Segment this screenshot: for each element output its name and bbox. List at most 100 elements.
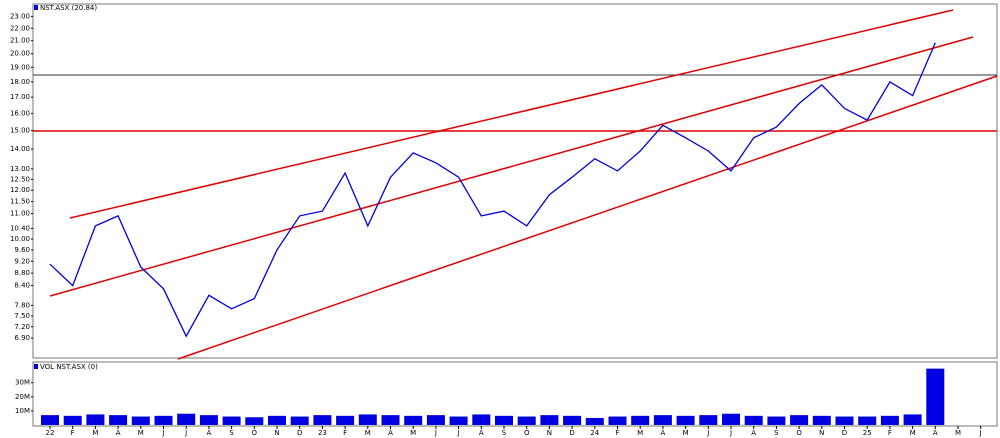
x-tick-label: A (661, 429, 666, 437)
x-tick-label: N (819, 429, 824, 437)
volume-bar (449, 416, 468, 425)
x-tick-label: 25 (863, 429, 872, 437)
x-tick-label: M (365, 429, 371, 437)
y-tick-label: 9.20 (14, 257, 30, 265)
x-tick-label: O (252, 429, 258, 437)
volume-bar (563, 415, 582, 425)
volume-bar (631, 415, 650, 425)
volume-bar (358, 414, 377, 425)
x-tick-label: 22 (46, 429, 55, 437)
y-tick-label: 11.00 (10, 210, 30, 218)
x-tick-label: S (774, 429, 779, 437)
volume-bar (585, 417, 604, 425)
y-tick-label: 10M (15, 407, 30, 415)
volume-bar (336, 415, 355, 425)
volume-bar (199, 415, 218, 425)
x-tick-label: A (116, 429, 121, 437)
volume-bar (744, 415, 763, 425)
x-tick-label: F (615, 429, 619, 437)
volume-bar (812, 415, 831, 425)
y-tick-label: 19.00 (10, 63, 30, 71)
x-tick-label: D (842, 429, 847, 437)
y-tick-label: 6.90 (14, 334, 30, 342)
volume-bar (268, 415, 286, 425)
y-tick-label: 12.00 (10, 186, 30, 194)
x-tick-label: A (207, 429, 212, 437)
x-tick-label: A (751, 429, 756, 437)
x-tick-label: M (138, 429, 144, 437)
x-tick-label: N (547, 429, 552, 437)
x-tick-label: J (706, 429, 709, 437)
volume-panel (32, 361, 998, 427)
volume-bar (222, 416, 241, 425)
volume-bar (313, 415, 332, 425)
x-tick-label: N (274, 429, 279, 437)
x-tick-label: S (229, 429, 234, 437)
legend-swatch (34, 5, 38, 10)
chart-title: NST.ASX (20.84) (40, 4, 97, 12)
y-tick-label: 11.50 (10, 198, 30, 206)
volume-bar (880, 415, 899, 425)
volume-bar (858, 416, 877, 425)
y-tick-label: 15.00 (10, 127, 30, 135)
legend-swatch (34, 364, 38, 369)
x-tick-label: M (92, 429, 98, 437)
x-tick-label: A (933, 429, 938, 437)
x-tick-label: J (161, 429, 164, 437)
x-tick-label: D (297, 429, 302, 437)
y-tick-label: 7.20 (14, 323, 30, 331)
y-tick-label: 7.80 (14, 301, 30, 309)
x-tick-label: O (524, 429, 530, 437)
volume-bar (290, 416, 309, 425)
volume-bar (676, 415, 695, 425)
volume-bar (903, 414, 922, 425)
x-tick-label: D (569, 429, 574, 437)
trend-line (177, 75, 998, 360)
y-tick-label: 20M (15, 393, 30, 401)
x-tick-label: J (979, 429, 982, 437)
volume-bar (404, 415, 423, 425)
y-tick-label: 18.00 (10, 78, 30, 86)
volume-bar (767, 416, 786, 425)
volume-bar (790, 415, 809, 425)
y-tick-label: 20.00 (10, 50, 30, 58)
x-tick-label: M (410, 429, 416, 437)
x-tick-label: J (457, 429, 460, 437)
volume-bar (381, 415, 400, 425)
x-tick-label: A (479, 429, 484, 437)
y-tick-label: 17.00 (10, 93, 30, 101)
volume-bar (653, 415, 672, 425)
x-tick-label: 23 (318, 429, 327, 437)
y-tick-label: 30M (15, 379, 30, 387)
y-tick-label: 9.60 (14, 246, 30, 254)
x-tick-label: M (955, 429, 961, 437)
volume-bar (177, 413, 196, 425)
price-panel (32, 3, 998, 359)
y-tick-label: 16.00 (10, 109, 30, 117)
y-tick-label: 13.00 (10, 165, 30, 173)
trend-line (49, 36, 974, 297)
volume-bar (926, 368, 945, 425)
y-tick-label: 8.80 (14, 269, 30, 277)
volume-bar (608, 416, 627, 425)
volume-bar (722, 413, 740, 425)
volume-bar (245, 417, 264, 425)
y-tick-label: 10.40 (10, 224, 30, 232)
x-tick-label: F (71, 429, 75, 437)
y-tick-label: 21.00 (10, 37, 30, 45)
y-tick-label: 14.00 (10, 145, 30, 153)
x-tick-label: J (184, 429, 187, 437)
volume-bar (63, 415, 82, 425)
y-tick-label: 12.50 (10, 175, 30, 183)
volume-bar (495, 415, 513, 425)
volume-bar (41, 415, 59, 425)
x-tick-label: F (888, 429, 892, 437)
volume-bar (426, 415, 445, 425)
x-tick-label: 24 (590, 429, 599, 437)
x-tick-label: F (343, 429, 347, 437)
volume-bar (699, 415, 718, 425)
volume-bar (109, 415, 128, 425)
y-tick-label: 8.40 (14, 282, 30, 290)
x-tick-label: M (637, 429, 643, 437)
